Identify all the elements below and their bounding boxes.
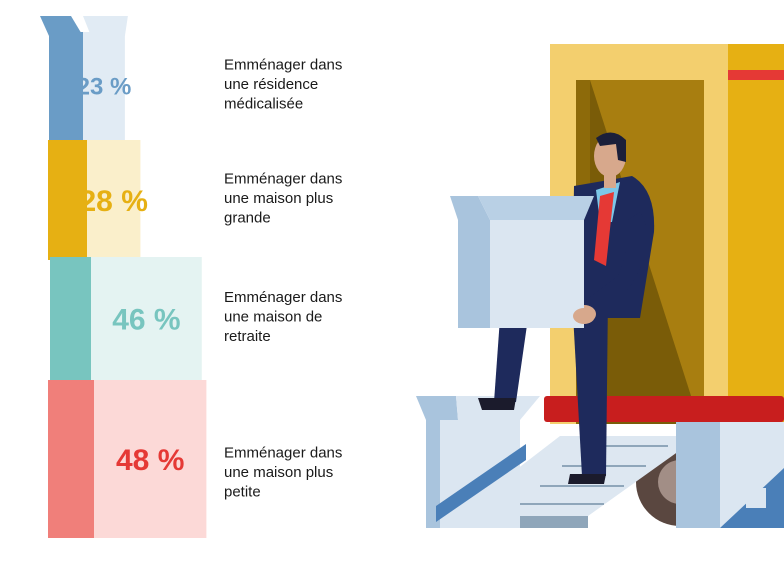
bars-group: 23 % 28 % 46 % 48 % <box>40 16 207 538</box>
bar-box <box>40 16 128 140</box>
bar-box-face <box>91 257 202 380</box>
category-label: Emménager dans une résidence médicalisée <box>224 57 342 113</box>
box-flap <box>83 16 128 36</box>
bar-box <box>48 380 207 538</box>
value-label: 23 % <box>77 74 132 101</box>
open-box-left <box>416 396 540 528</box>
value-label: 28 % <box>80 185 148 218</box>
truck-red-stripe <box>728 70 784 80</box>
category-label: Emménager dans une maison plus petite <box>224 445 342 501</box>
bar-box-face <box>83 32 125 140</box>
category-label: Emménager dans une maison de retraite <box>224 289 342 345</box>
moving-illustration <box>416 44 784 528</box>
carried-box <box>450 196 594 328</box>
bar-box-face <box>94 380 207 538</box>
hand <box>573 308 595 324</box>
truck-body <box>728 44 784 424</box>
bar-box-side <box>48 380 94 538</box>
bar-box-face <box>87 140 141 260</box>
value-label: 48 % <box>116 444 184 477</box>
businessman <box>478 132 655 484</box>
bar-box <box>50 257 202 380</box>
category-labels-group: Emménager dans une résidence médicalisée Em… <box>224 57 342 501</box>
box-flap <box>40 16 83 36</box>
bar-box <box>48 140 141 260</box>
open-box-right <box>676 422 784 528</box>
bar-box-side <box>49 32 83 140</box>
value-label: 46 % <box>112 303 180 336</box>
bar-box-side <box>50 257 91 380</box>
category-label: Emménager dans une maison plus grande <box>224 171 342 227</box>
bar-box-side <box>48 140 87 260</box>
